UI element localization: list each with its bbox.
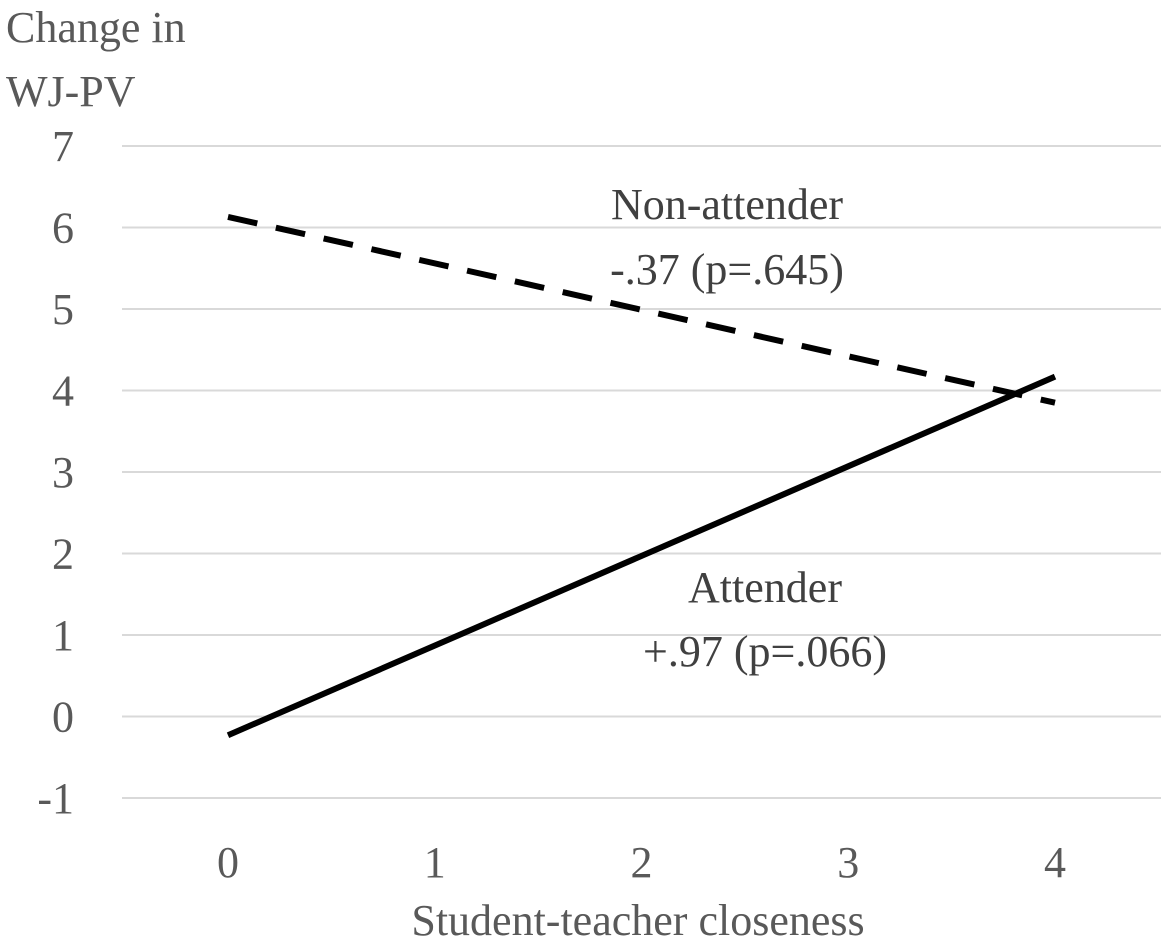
x-tick-labels: 0 1 2 3 4: [217, 838, 1066, 887]
x-axis-label: Student-teacher closeness: [411, 896, 864, 944]
annotation-non-attender-slope: -.37 (p=.645): [610, 245, 844, 294]
series-annotations: Non-attender -.37 (p=.645) Attender +.97 (p…: [610, 180, 887, 676]
y-tick-label: 5: [52, 285, 74, 334]
x-tick-label: 1: [424, 838, 446, 887]
y-tick-labels: -1 0 1 2 3 4 5 6 7: [37, 122, 74, 823]
y-axis-label-line-1: Change in: [6, 3, 186, 52]
y-tick-label: 6: [52, 204, 74, 253]
y-tick-label: 2: [52, 530, 74, 579]
y-tick-label: 1: [52, 611, 74, 660]
x-tick-label: 3: [837, 838, 859, 887]
annotation-attender-slope: +.97 (p=.066): [643, 627, 887, 676]
series-line-non-attender: [227, 213, 1056, 406]
x-tick-label: 0: [217, 838, 239, 887]
y-tick-label: -1: [37, 774, 74, 823]
series-lines: [226, 213, 1057, 738]
annotation-non-attender-name: Non-attender: [611, 180, 843, 229]
x-tick-label: 2: [631, 838, 653, 887]
y-tick-label: 7: [52, 122, 74, 171]
series-line-attender: [226, 373, 1057, 738]
y-tick-label: 3: [52, 448, 74, 497]
y-axis-label-line-2: WJ-PV: [6, 67, 136, 116]
gridlines: [122, 145, 1161, 799]
x-tick-label: 4: [1044, 838, 1066, 887]
y-tick-label: 0: [52, 693, 74, 742]
y-tick-label: 4: [52, 367, 74, 416]
annotation-attender-name: Attender: [688, 563, 842, 612]
